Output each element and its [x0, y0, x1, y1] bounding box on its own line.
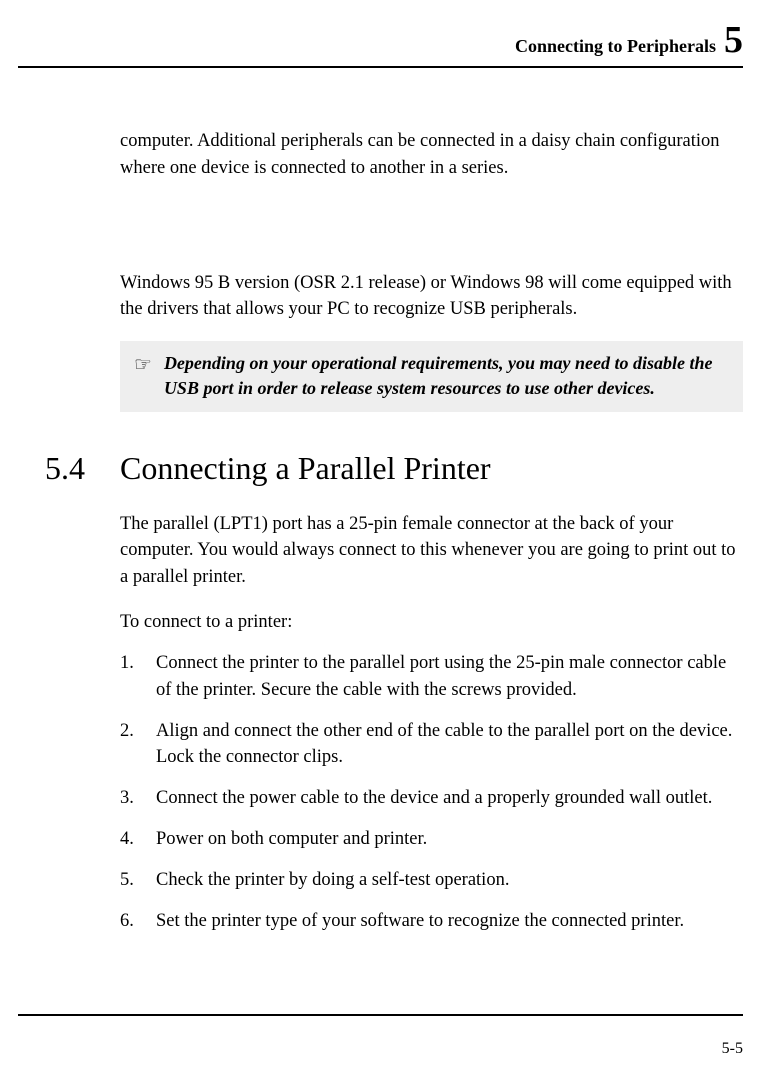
step-item: Check the printer by doing a self-test o…	[120, 867, 743, 894]
step-text: Connect the power cable to the device an…	[156, 785, 712, 812]
list-intro: To connect to a printer:	[120, 609, 743, 636]
pointing-hand-icon: ☞	[134, 351, 152, 401]
page-number: 5-5	[18, 1040, 743, 1058]
note-text: Depending on your operational requiremen…	[164, 351, 729, 401]
header-title: Connecting to Peripherals	[515, 36, 716, 57]
step-item: Set the printer type of your software to…	[120, 908, 743, 935]
step-text: Check the printer by doing a self-test o…	[156, 867, 509, 894]
footer-rule	[18, 1014, 743, 1016]
step-item: Align and connect the other end of the c…	[120, 718, 743, 772]
section-title: Connecting a Parallel Printer	[120, 450, 491, 487]
chapter-number: 5	[724, 18, 743, 62]
spacer	[120, 200, 743, 270]
step-text: Connect the printer to the parallel port…	[156, 650, 743, 704]
step-text: Set the printer type of your software to…	[156, 908, 684, 935]
steps-list: Connect the printer to the parallel port…	[120, 650, 743, 935]
page-header: Connecting to Peripherals 5	[0, 0, 761, 66]
step-item: Connect the power cable to the device an…	[120, 785, 743, 812]
step-item: Power on both computer and printer.	[120, 826, 743, 853]
section-number: 5.4	[45, 450, 120, 487]
section-paragraph: The parallel (LPT1) port has a 25-pin fe…	[120, 511, 743, 591]
content-area: computer. Additional peripherals can be …	[0, 68, 761, 934]
step-item: Connect the printer to the parallel port…	[120, 650, 743, 704]
page-footer: 5-5	[18, 1014, 743, 1058]
step-text: Align and connect the other end of the c…	[156, 718, 743, 772]
step-text: Power on both computer and printer.	[156, 826, 427, 853]
paragraph-1: computer. Additional peripherals can be …	[120, 128, 743, 182]
section-heading: 5.4 Connecting a Parallel Printer	[45, 450, 743, 487]
note-box: ☞ Depending on your operational requirem…	[120, 341, 743, 411]
paragraph-2: Windows 95 B version (OSR 2.1 release) o…	[120, 270, 743, 324]
